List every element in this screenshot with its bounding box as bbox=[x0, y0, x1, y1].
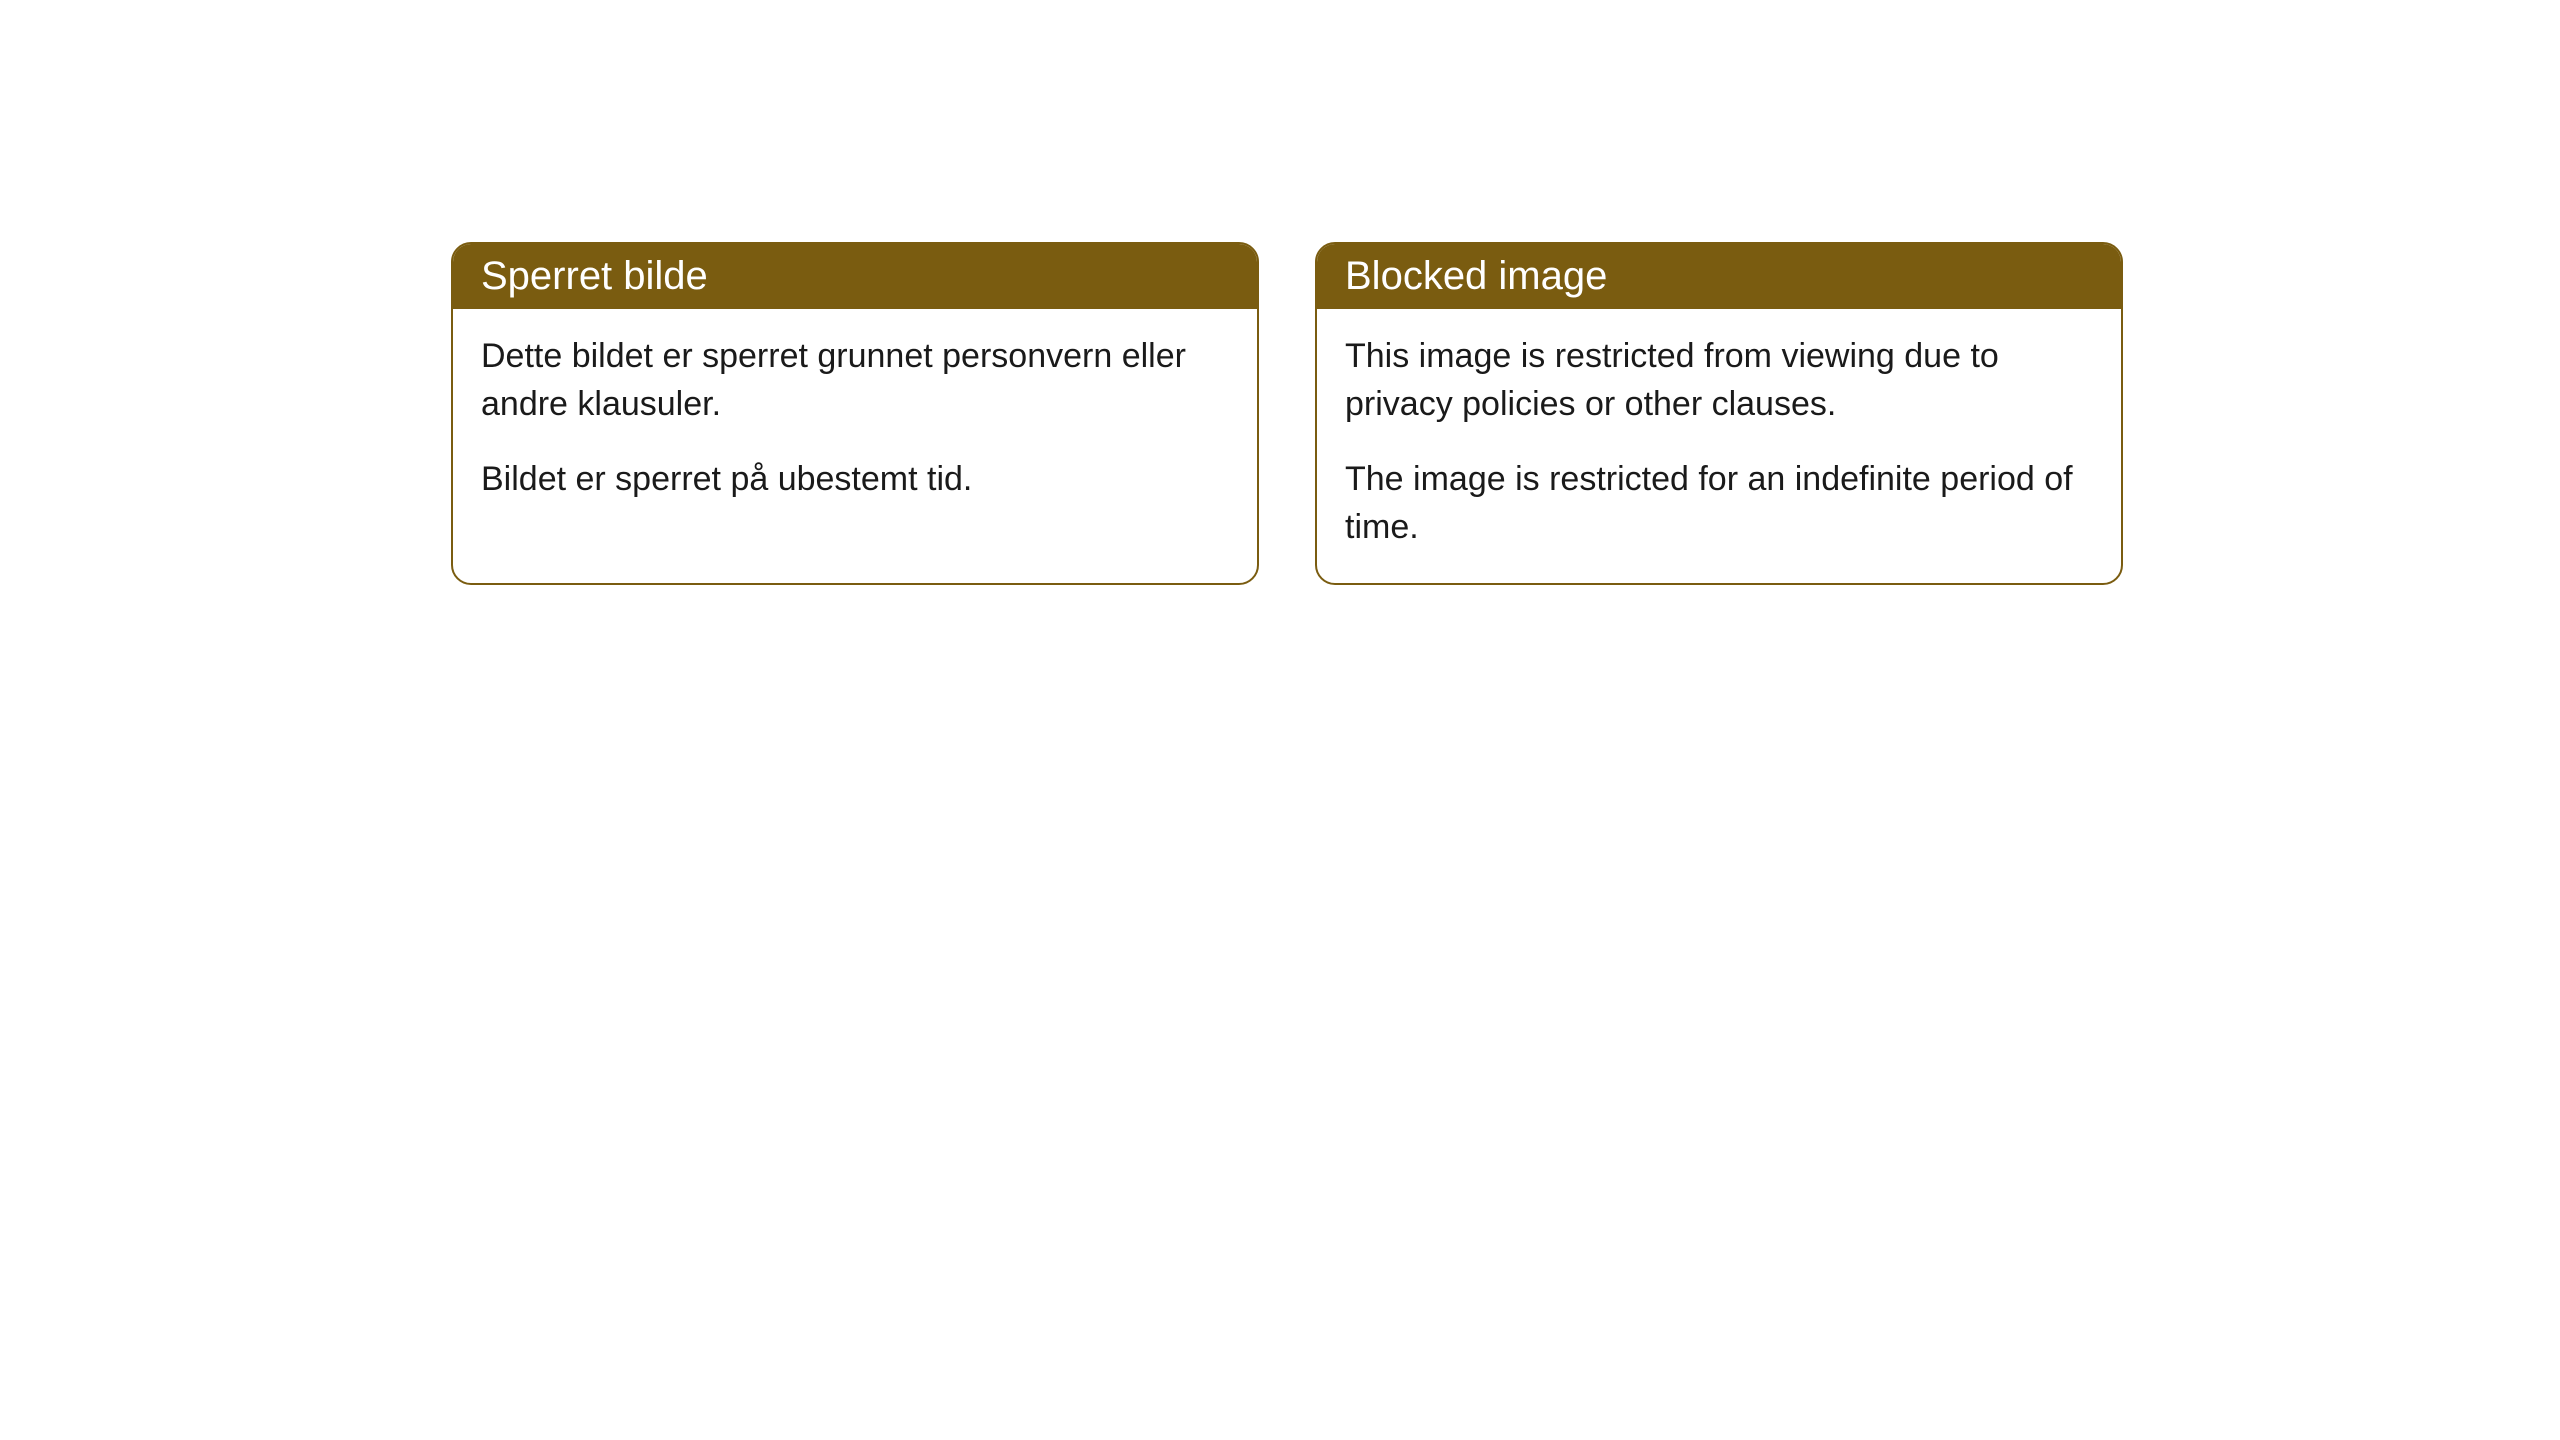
card-header: Sperret bilde bbox=[453, 244, 1257, 309]
card-paragraph-1: This image is restricted from viewing du… bbox=[1345, 333, 2093, 428]
notice-card-norwegian: Sperret bilde Dette bildet er sperret gr… bbox=[451, 242, 1259, 585]
card-title: Blocked image bbox=[1345, 254, 1607, 298]
notice-cards-container: Sperret bilde Dette bildet er sperret gr… bbox=[451, 242, 2123, 585]
card-header: Blocked image bbox=[1317, 244, 2121, 309]
card-body: This image is restricted from viewing du… bbox=[1317, 309, 2121, 583]
card-body: Dette bildet er sperret grunnet personve… bbox=[453, 309, 1257, 536]
card-paragraph-2: The image is restricted for an indefinit… bbox=[1345, 456, 2093, 551]
card-paragraph-1: Dette bildet er sperret grunnet personve… bbox=[481, 333, 1229, 428]
card-title: Sperret bilde bbox=[481, 254, 708, 298]
notice-card-english: Blocked image This image is restricted f… bbox=[1315, 242, 2123, 585]
card-paragraph-2: Bildet er sperret på ubestemt tid. bbox=[481, 456, 1229, 504]
